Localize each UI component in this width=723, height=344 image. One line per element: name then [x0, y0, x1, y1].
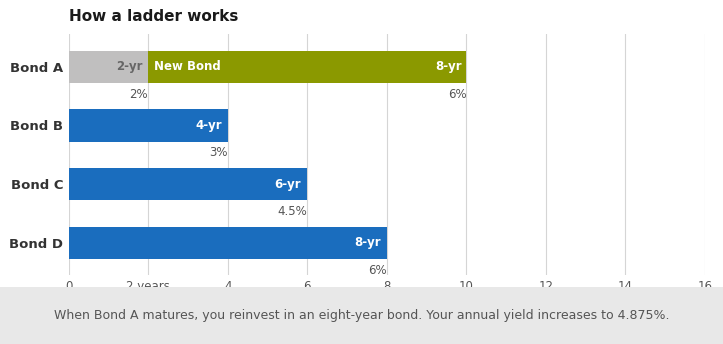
- Bar: [69, 51, 148, 83]
- Text: 2%: 2%: [129, 88, 148, 100]
- Text: 6%: 6%: [368, 264, 387, 277]
- Text: How a ladder works: How a ladder works: [69, 9, 238, 24]
- Text: 4.5%: 4.5%: [278, 205, 307, 218]
- Bar: [69, 227, 387, 259]
- Text: 3%: 3%: [209, 146, 228, 159]
- Text: When Bond A matures, you reinvest in an eight-year bond. Your annual yield incre: When Bond A matures, you reinvest in an …: [54, 309, 669, 322]
- Text: 6%: 6%: [448, 88, 466, 100]
- Bar: [69, 168, 307, 200]
- Bar: [69, 109, 228, 142]
- Text: 2-yr: 2-yr: [116, 60, 142, 73]
- Bar: [148, 51, 466, 83]
- Text: 4-yr: 4-yr: [195, 119, 222, 132]
- Text: 6-yr: 6-yr: [275, 178, 301, 191]
- Text: 8-yr: 8-yr: [436, 60, 463, 73]
- Text: New Bond: New Bond: [154, 60, 221, 73]
- Text: 8-yr: 8-yr: [354, 236, 381, 249]
